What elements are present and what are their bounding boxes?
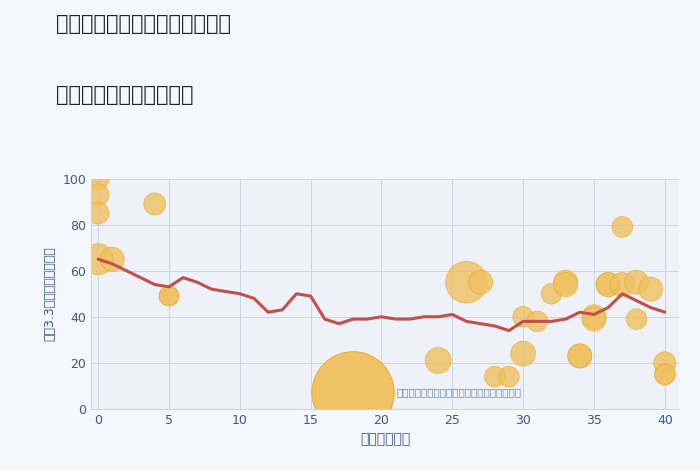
Point: [659, 370, 671, 378]
Point: [631, 315, 642, 323]
Text: 築年数別中古戸建て価格: 築年数別中古戸建て価格: [56, 85, 193, 105]
Point: [106, 256, 118, 263]
Point: [92, 256, 104, 263]
Point: [489, 373, 500, 380]
Point: [532, 318, 543, 325]
Point: [517, 350, 528, 357]
Point: [645, 285, 657, 293]
Point: [617, 281, 628, 288]
Point: [149, 200, 160, 208]
Point: [546, 290, 557, 298]
Point: [589, 313, 600, 321]
Point: [603, 281, 614, 288]
Text: 円の大きさは、取引のあった物件面積を示す: 円の大きさは、取引のあった物件面積を示す: [397, 387, 522, 397]
Point: [461, 278, 472, 286]
Point: [574, 352, 585, 360]
Point: [574, 352, 585, 360]
Y-axis label: 坪（3.3㎡）単価（万円）: 坪（3.3㎡）単価（万円）: [43, 246, 57, 341]
Text: 奈良県北葛城郡河合町佐味田の: 奈良県北葛城郡河合町佐味田の: [56, 14, 231, 34]
Point: [475, 278, 486, 286]
Point: [617, 223, 628, 231]
Point: [659, 359, 671, 367]
Point: [517, 313, 528, 321]
Point: [659, 370, 671, 378]
Point: [631, 278, 642, 286]
Point: [92, 175, 104, 182]
Point: [603, 281, 614, 288]
Point: [503, 373, 514, 380]
Point: [92, 191, 104, 198]
Point: [347, 389, 358, 397]
Point: [560, 281, 571, 288]
Point: [589, 315, 600, 323]
Point: [163, 292, 174, 300]
Point: [347, 389, 358, 397]
Point: [92, 209, 104, 217]
Point: [560, 278, 571, 286]
Point: [163, 292, 174, 300]
X-axis label: 築年数（年）: 築年数（年）: [360, 432, 410, 446]
Point: [433, 357, 444, 364]
